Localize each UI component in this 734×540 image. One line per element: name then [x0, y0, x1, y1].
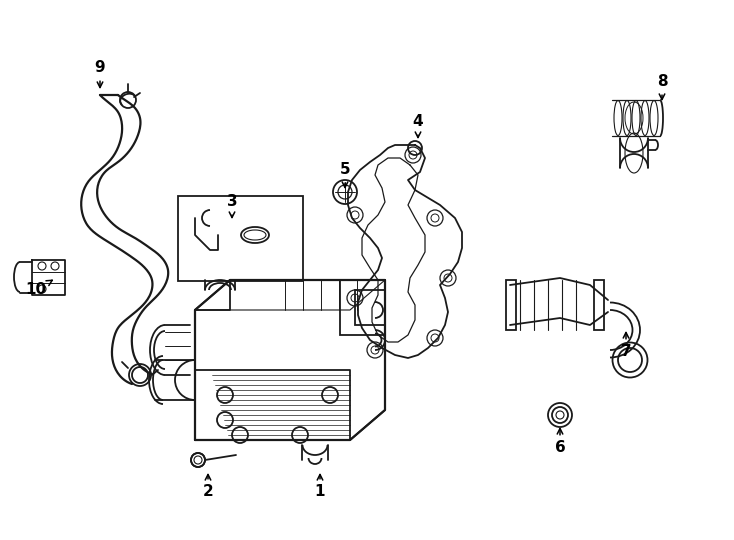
Bar — [355, 290, 385, 325]
Text: 5: 5 — [340, 163, 350, 187]
Text: 7: 7 — [621, 333, 631, 360]
Bar — [340, 280, 385, 335]
Text: 4: 4 — [413, 114, 424, 138]
Text: 8: 8 — [657, 75, 667, 99]
Text: 10: 10 — [26, 280, 52, 298]
Text: 1: 1 — [315, 475, 325, 500]
Text: 9: 9 — [95, 60, 105, 87]
Circle shape — [191, 453, 205, 467]
Text: 6: 6 — [555, 428, 565, 456]
Text: 3: 3 — [227, 194, 237, 218]
Bar — [178, 196, 303, 281]
Text: 2: 2 — [203, 475, 214, 500]
Bar — [506, 280, 516, 330]
Bar — [594, 280, 604, 330]
